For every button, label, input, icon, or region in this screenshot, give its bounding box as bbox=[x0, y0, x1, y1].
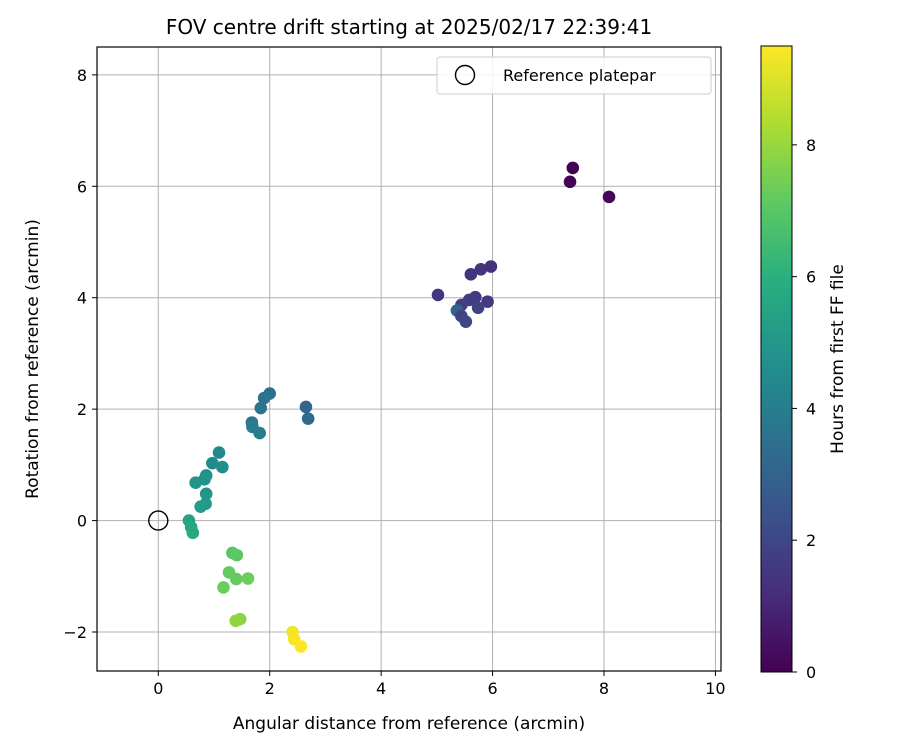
data-point bbox=[217, 581, 230, 594]
data-point bbox=[194, 500, 207, 513]
data-point bbox=[294, 640, 308, 653]
x-tick-label: 10 bbox=[705, 679, 725, 698]
x-tick-label: 6 bbox=[487, 679, 497, 698]
data-point bbox=[186, 526, 200, 540]
colorbar-ticks: 0 2 4 6 8 bbox=[792, 136, 816, 682]
y-tick-label: 2 bbox=[77, 400, 87, 419]
y-tick-label: 6 bbox=[77, 177, 87, 196]
data-point bbox=[189, 476, 202, 489]
data-point bbox=[199, 487, 213, 501]
data-point bbox=[563, 175, 577, 189]
data-point bbox=[474, 263, 488, 276]
data-points bbox=[182, 161, 616, 653]
plot-frame bbox=[96, 46, 722, 672]
data-point bbox=[484, 260, 498, 273]
y-tick-label: 8 bbox=[77, 66, 87, 85]
data-point bbox=[481, 295, 494, 308]
y-tick-label: −2 bbox=[63, 623, 87, 642]
colorbar: 0 2 4 6 8 Hours from first FF file bbox=[760, 45, 848, 682]
x-tick-label: 8 bbox=[599, 679, 609, 698]
x-axis-label: Angular distance from reference (arcmin) bbox=[233, 714, 585, 734]
colorbar-tick-label: 4 bbox=[806, 399, 816, 418]
y-tick-label: 0 bbox=[77, 512, 87, 531]
data-point bbox=[299, 400, 313, 414]
legend-box bbox=[436, 56, 712, 95]
legend-open-circle-icon bbox=[454, 64, 476, 86]
y-axis-ticks: −2 0 2 4 6 8 bbox=[63, 66, 97, 642]
y-axis-label: Rotation from reference (arcmin) bbox=[23, 219, 43, 499]
data-point bbox=[212, 446, 226, 459]
data-point bbox=[257, 391, 271, 405]
x-tick-label: 0 bbox=[153, 679, 163, 698]
data-point bbox=[230, 548, 244, 562]
data-point bbox=[206, 456, 219, 470]
colorbar-tick-label: 0 bbox=[806, 663, 816, 682]
data-point bbox=[229, 614, 243, 628]
x-tick-label: 2 bbox=[265, 679, 275, 698]
legend-entry-label: Reference platepar bbox=[503, 66, 656, 85]
x-tick-label: 4 bbox=[376, 679, 386, 698]
x-axis-ticks: 0 2 4 6 8 10 bbox=[153, 671, 726, 698]
data-point bbox=[216, 460, 229, 474]
data-point bbox=[253, 426, 266, 440]
data-point bbox=[602, 190, 616, 204]
data-point bbox=[301, 412, 315, 425]
colorbar-tick-label: 8 bbox=[806, 136, 816, 155]
data-point bbox=[459, 315, 473, 328]
data-point bbox=[464, 268, 478, 281]
colorbar-gradient bbox=[760, 45, 793, 673]
colorbar-label: Hours from first FF file bbox=[828, 264, 848, 454]
data-point bbox=[566, 161, 580, 175]
chart-title: FOV centre drift starting at 2025/02/17 … bbox=[166, 15, 652, 39]
grid bbox=[97, 47, 721, 671]
data-point bbox=[471, 301, 485, 315]
colorbar-tick-label: 6 bbox=[806, 268, 816, 287]
data-point bbox=[431, 288, 445, 302]
colorbar-tick-label: 2 bbox=[806, 531, 816, 550]
reference-platepar-marker bbox=[148, 510, 169, 531]
legend: Reference platepar bbox=[436, 56, 712, 95]
y-tick-label: 4 bbox=[77, 289, 87, 308]
data-point bbox=[254, 401, 268, 415]
data-point bbox=[229, 572, 243, 586]
data-point bbox=[241, 572, 255, 585]
